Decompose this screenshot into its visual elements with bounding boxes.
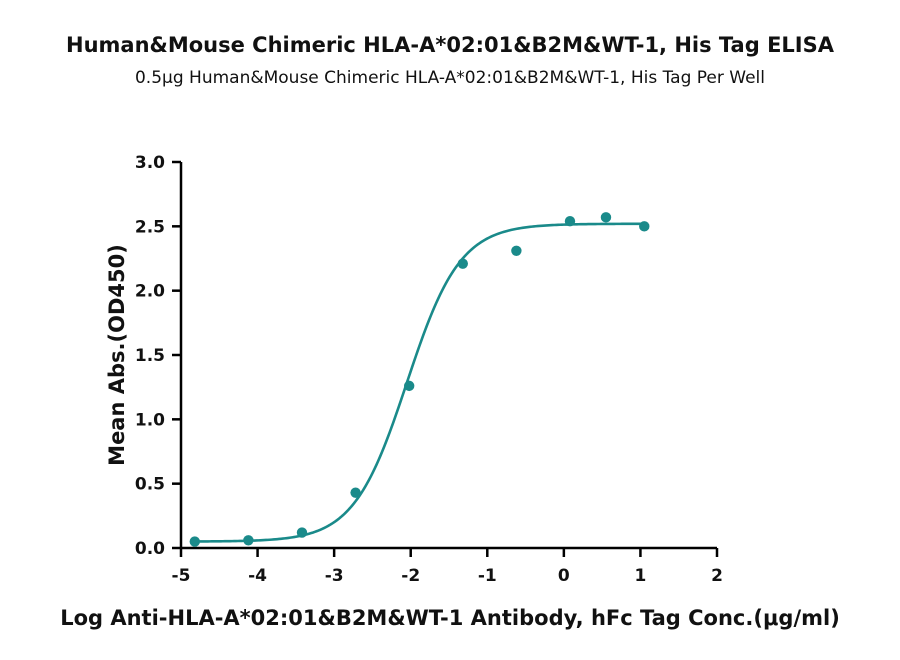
y-axis-label: Mean Abs.(OD450) [105, 244, 129, 466]
y-tick-label: 0.0 [135, 539, 165, 559]
data-point [511, 245, 522, 256]
x-tick-label: 0 [558, 566, 570, 586]
data-point [350, 487, 361, 498]
data-points [189, 212, 650, 547]
y-tick-label: 0.5 [135, 475, 165, 495]
x-tick-label: -2 [401, 566, 420, 586]
y-ticks: 0.0 0.5 1.0 1.5 2.0 2.5 3.0 [135, 153, 181, 559]
y-tick-label: 1.5 [135, 346, 165, 366]
y-tick-label: 3.0 [135, 153, 165, 173]
y-tick-label: 1.0 [135, 410, 165, 430]
x-tick-label: 1 [635, 566, 647, 586]
data-point [189, 536, 200, 547]
chart-title: Human&Mouse Chimeric HLA-A*02:01&B2M&WT-… [66, 33, 835, 57]
data-point [457, 258, 468, 269]
data-point [600, 212, 612, 223]
data-point [243, 535, 254, 546]
y-tick-label: 2.5 [135, 217, 165, 237]
chart-subtitle: 0.5μg Human&Mouse Chimeric HLA-A*02:01&B… [135, 68, 765, 88]
x-tick-label: -3 [325, 566, 344, 586]
plot-area: 0.0 0.5 1.0 1.5 2.0 2.5 3.0 -5 -4 -3 -2 -1 0 1 2 [135, 153, 723, 586]
data-point [564, 215, 576, 227]
x-tick-label: -1 [478, 566, 497, 586]
data-point [403, 380, 415, 392]
data-point [296, 527, 308, 538]
data-point [639, 221, 650, 232]
x-tick-label: 2 [711, 566, 723, 586]
x-ticks: -5 -4 -3 -2 -1 0 1 2 [172, 548, 723, 586]
y-tick-label: 2.0 [135, 282, 165, 302]
x-axis-label: Log Anti-HLA-A*02:01&B2M&WT-1 Antibody, … [60, 606, 840, 630]
fit-curve [194, 222, 645, 543]
x-tick-label: -5 [172, 566, 191, 586]
x-tick-label: -4 [248, 566, 267, 586]
